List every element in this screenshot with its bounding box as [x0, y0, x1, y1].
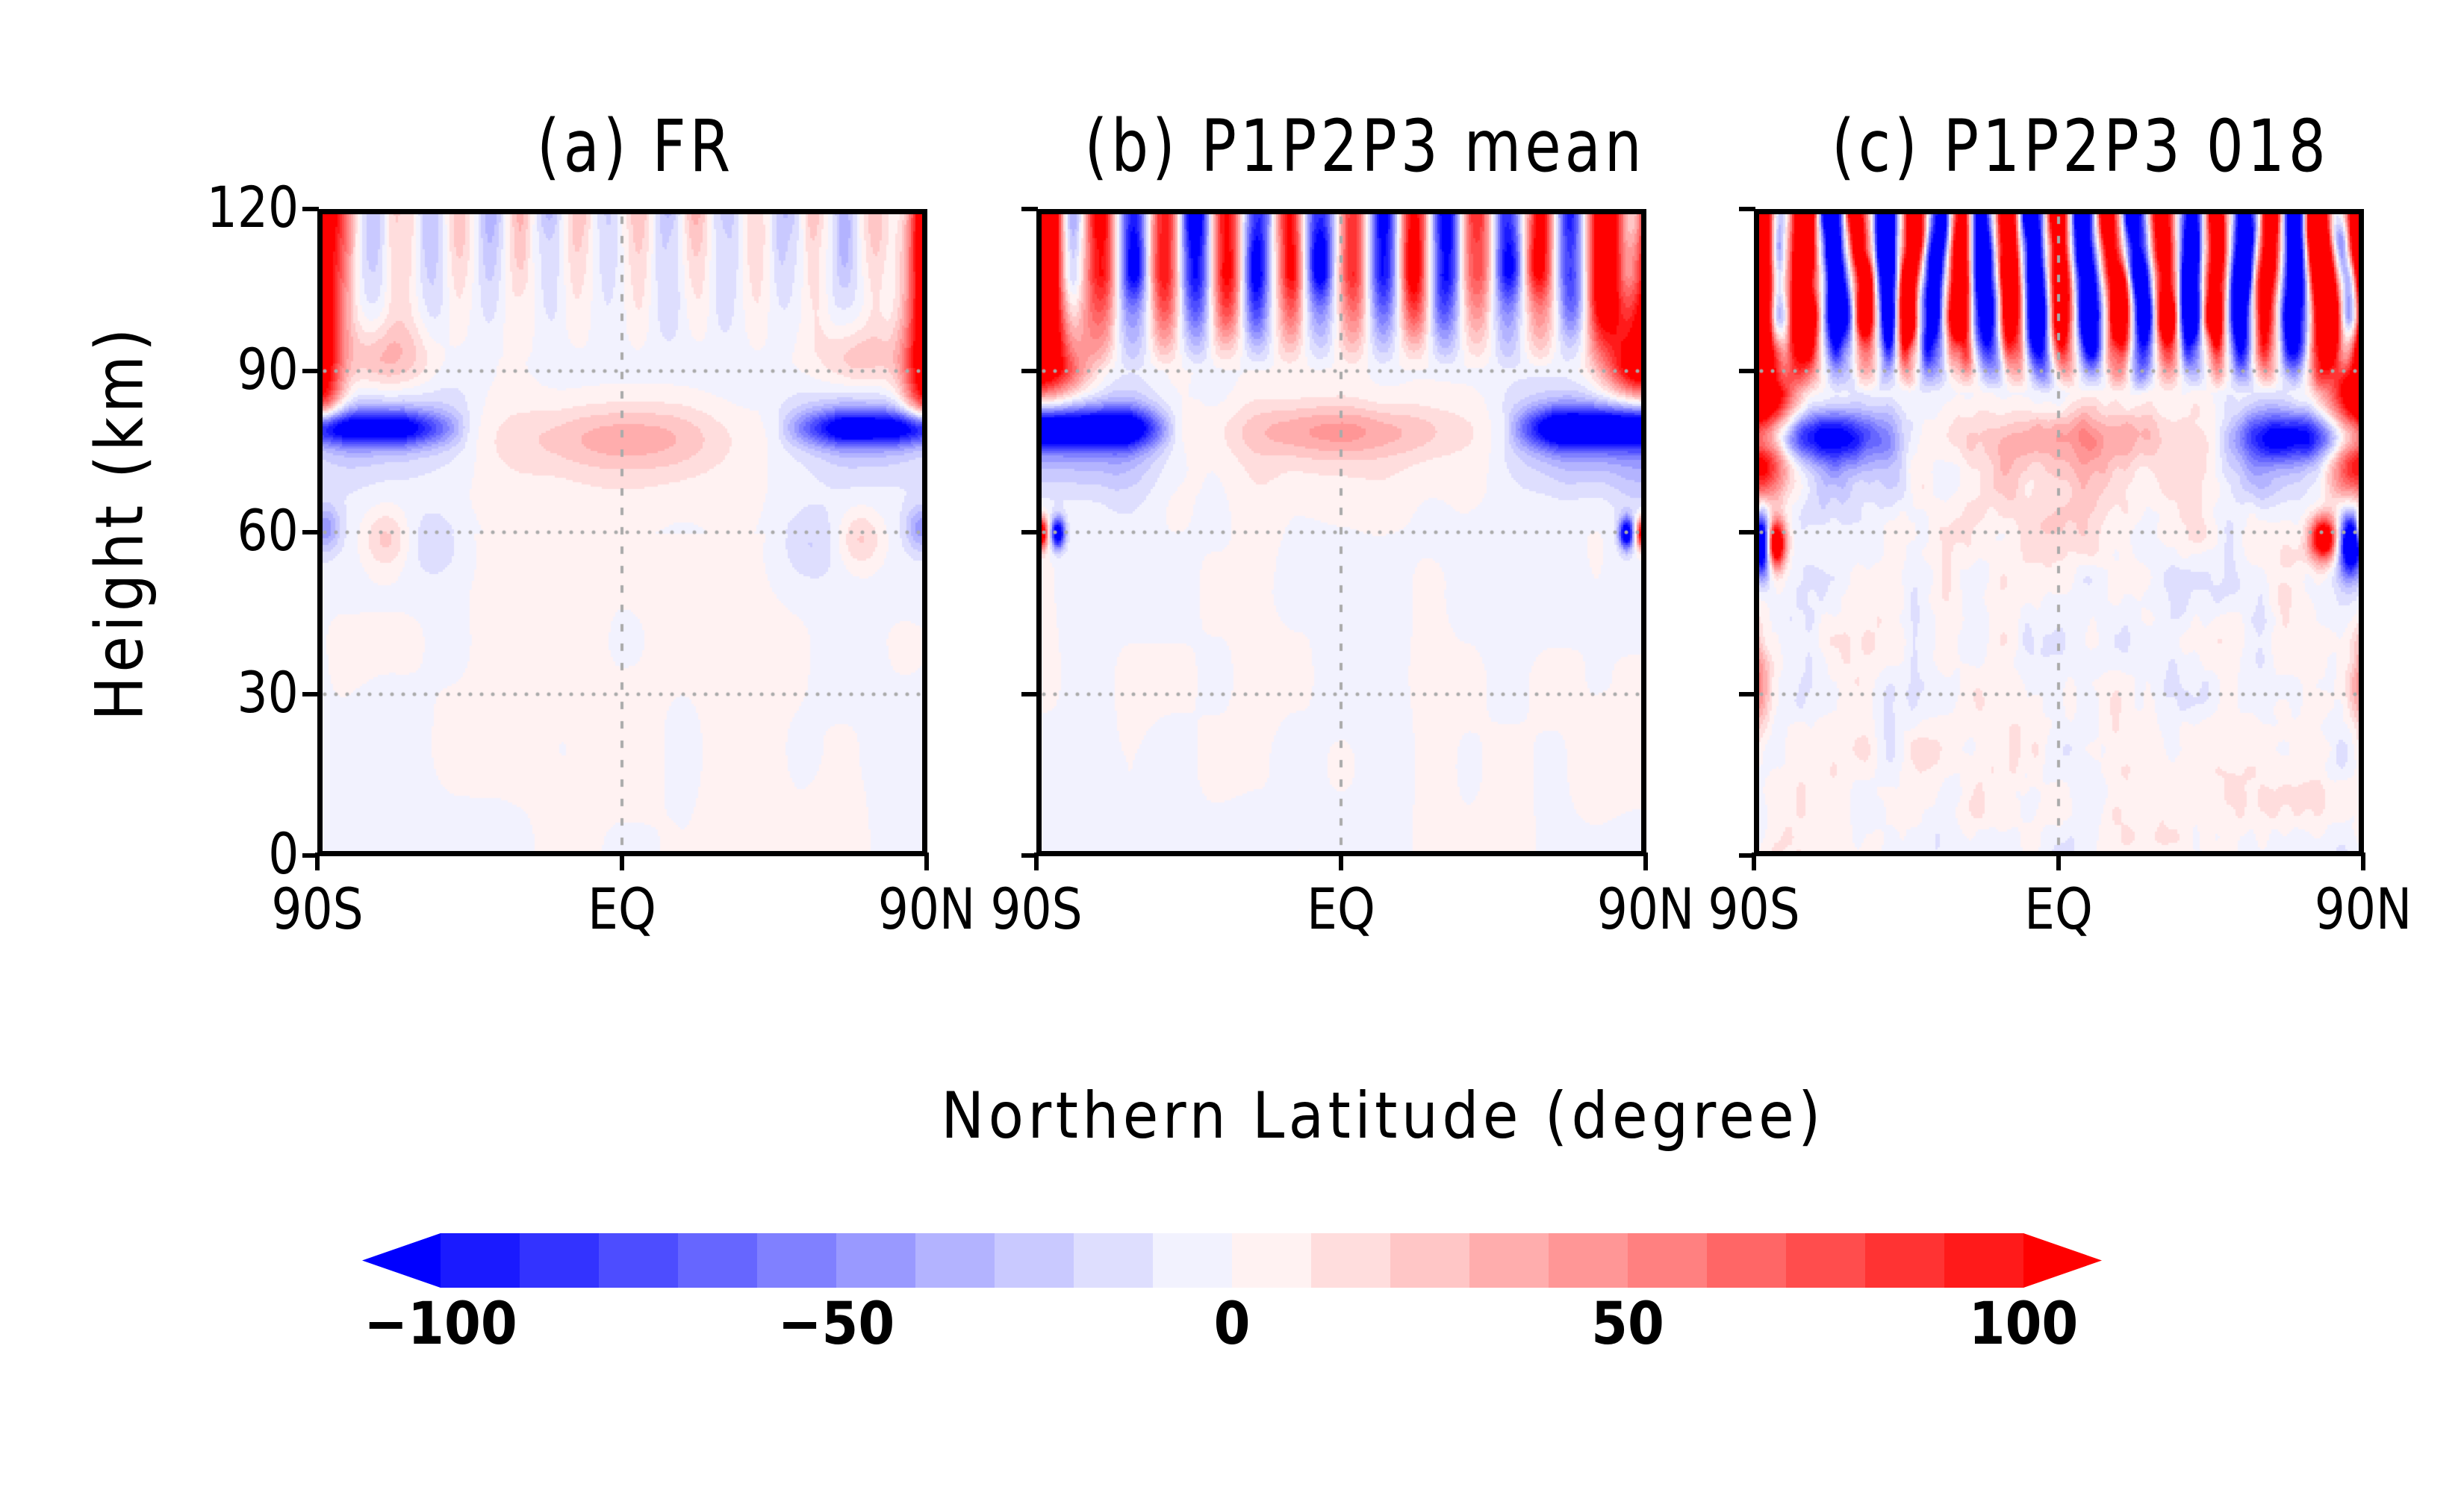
colorbar-extend-min-arrow — [362, 1233, 441, 1288]
panel-c-title: (c) P1P2P3 018 — [1832, 105, 2330, 188]
y-tick-label: 0 — [267, 820, 299, 887]
colorbar-tick-label: −50 — [777, 1291, 895, 1358]
x-tick-label: 90S — [1708, 876, 1800, 942]
colorbar-tick-label: 100 — [1968, 1291, 2079, 1358]
x-tick-mark — [2361, 853, 2365, 870]
panel-a: 0 30 60 90 120 90S EQ 90N — [207, 179, 976, 938]
y-tick-mark — [302, 691, 319, 696]
colorbar-tick-label: 50 — [1591, 1291, 1664, 1358]
colorbar-segment — [1469, 1233, 1549, 1288]
colorbar-segment — [1153, 1233, 1233, 1288]
y-tick-mark — [1739, 853, 1755, 858]
y-tick-mark — [1021, 207, 1038, 211]
x-tick-mark — [1752, 853, 1756, 870]
x-tick-label: 90N — [2314, 876, 2412, 942]
x-tick-label: EQ — [2024, 876, 2093, 942]
colorbar-segment — [915, 1233, 995, 1288]
panel-b: 90S EQ 90N — [990, 207, 1694, 938]
x-tick-label: 90S — [990, 876, 1083, 942]
y-tick-mark — [1739, 691, 1755, 696]
panel-b-contour-field — [1036, 209, 1646, 856]
colorbar-segment — [1707, 1233, 1787, 1288]
colorbar-segment — [1549, 1233, 1628, 1288]
panel-a-contour-field — [317, 209, 927, 856]
x-axis-title: Northern Latitude (degree) — [941, 1079, 1825, 1153]
y-tick-mark — [1021, 368, 1038, 373]
x-tick-label: 90N — [1596, 876, 1695, 942]
y-tick-label: 90 — [237, 335, 299, 402]
x-tick-label: 90S — [271, 876, 364, 942]
y-tick-label: 60 — [237, 497, 299, 564]
colorbar-segment — [757, 1233, 837, 1288]
panel-c-contour-field — [1754, 209, 2364, 856]
y-tick-mark — [1021, 691, 1038, 696]
y-tick-mark — [1021, 853, 1038, 858]
x-tick-mark — [1034, 853, 1039, 870]
y-tick-mark — [1021, 530, 1038, 534]
x-tick-mark — [924, 853, 929, 870]
colorbar-extend-max-arrow — [2023, 1233, 2102, 1288]
colorbar-tick-label: 0 — [1213, 1291, 1251, 1358]
colorbar-segment — [441, 1233, 520, 1288]
y-tick-mark — [302, 368, 319, 373]
y-tick-label: 120 — [206, 174, 299, 240]
colorbar-segment — [520, 1233, 600, 1288]
x-tick-mark — [315, 853, 320, 870]
colorbar-segment — [599, 1233, 679, 1288]
y-tick-label: 30 — [237, 658, 299, 726]
panel-b-title: (b) P1P2P3 mean — [1084, 105, 1646, 188]
colorbar-segment — [1390, 1233, 1470, 1288]
x-tick-mark — [620, 853, 624, 870]
y-tick-mark — [302, 530, 319, 534]
colorbar-segment — [1232, 1233, 1312, 1288]
colorbar-segment — [1311, 1233, 1391, 1288]
colorbar-segment — [1944, 1233, 2024, 1288]
colorbar-segment — [1865, 1233, 1945, 1288]
colorbar-segment — [1628, 1233, 1708, 1288]
x-tick-mark — [1339, 853, 1343, 870]
colorbar-segment — [995, 1233, 1074, 1288]
x-tick-mark — [1643, 853, 1648, 870]
y-tick-mark — [302, 853, 319, 858]
y-tick-mark — [1739, 207, 1755, 211]
y-tick-mark — [302, 207, 319, 211]
x-tick-label: EQ — [588, 876, 656, 942]
colorbar-segment — [836, 1233, 916, 1288]
x-tick-mark — [2056, 853, 2061, 870]
x-tick-label: 90N — [877, 876, 976, 942]
colorbar-segment — [1074, 1233, 1154, 1288]
panel-a-title: (a) FR — [536, 105, 735, 188]
colorbar-tick-label: −100 — [364, 1291, 517, 1358]
colorbar-segment — [678, 1233, 758, 1288]
y-tick-mark — [1739, 368, 1755, 373]
y-tick-mark — [1739, 530, 1755, 534]
x-tick-label: EQ — [1307, 876, 1375, 942]
colorbar-segment — [1786, 1233, 1866, 1288]
